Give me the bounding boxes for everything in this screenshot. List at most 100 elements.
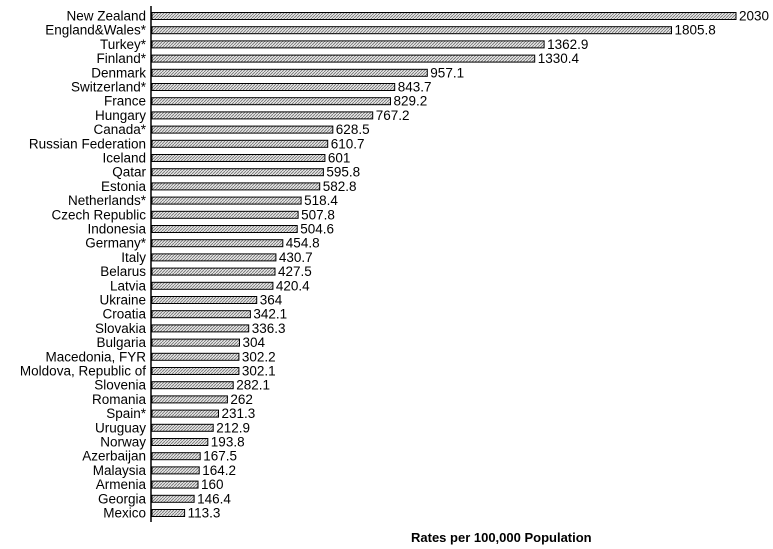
value-label-armenia: 160 [201, 477, 224, 492]
bar-netherlands [151, 196, 302, 205]
value-label-france: 829.2 [394, 94, 428, 109]
value-label-netherlands: 518.4 [304, 193, 338, 208]
category-label-germany: Germany* [85, 236, 147, 251]
category-label-macedonia-fyr: Macedonia, FYR [45, 349, 146, 364]
category-label-estonia: Estonia [101, 179, 147, 194]
bar-england-wales [151, 26, 672, 35]
bar-macedonia-fyr [151, 352, 240, 361]
value-label-estonia: 582.8 [323, 179, 357, 194]
category-label-france: France [104, 94, 146, 109]
x-axis-label: Rates per 100,000 Population [411, 530, 592, 545]
value-label-switzerland: 843.7 [398, 80, 432, 95]
bar-georgia [151, 494, 195, 503]
category-label-slovakia: Slovakia [95, 321, 147, 336]
category-label-czech-republic: Czech Republic [51, 207, 146, 222]
value-label-canada: 628.5 [336, 122, 370, 137]
bar-croatia [151, 310, 251, 319]
category-label-indonesia: Indonesia [87, 222, 146, 237]
bar-norway [151, 438, 209, 446]
bar-azerbaijan [151, 452, 201, 461]
category-label-belarus: Belarus [100, 264, 146, 279]
bar-denmark [151, 68, 428, 77]
value-label-moldova-republic-of: 302.1 [242, 364, 276, 379]
value-label-turkey: 1362.9 [547, 37, 588, 52]
value-label-czech-republic: 507.8 [301, 207, 335, 222]
bar-malaysia [151, 466, 200, 475]
bar-slovenia [151, 381, 234, 390]
category-label-england-wales: England&Wales* [45, 23, 147, 38]
category-label-slovenia: Slovenia [94, 378, 146, 393]
bar-czech-republic [151, 210, 299, 219]
category-label-armenia: Armenia [96, 477, 147, 492]
bar-armenia [151, 480, 199, 489]
category-label-norway: Norway [100, 435, 146, 450]
bar-spain [151, 409, 219, 418]
category-label-azerbaijan: Azerbaijan [82, 449, 146, 464]
bar-qatar [151, 168, 324, 177]
value-label-croatia: 342.1 [253, 307, 287, 322]
bar-slovakia [151, 324, 250, 333]
category-label-uruguay: Uruguay [95, 420, 146, 435]
category-label-bulgaria: Bulgaria [96, 335, 146, 350]
category-label-romania: Romania [92, 392, 147, 407]
value-label-hungary: 767.2 [376, 108, 410, 123]
bar-romania [151, 395, 228, 404]
value-label-ukraine: 364 [260, 293, 283, 308]
category-label-malaysia: Malaysia [93, 463, 147, 478]
category-label-qatar: Qatar [112, 165, 146, 180]
value-label-malaysia: 164.2 [202, 463, 236, 478]
category-label-mexico: Mexico [103, 506, 146, 521]
value-label-denmark: 957.1 [430, 65, 464, 80]
bar-switzerland [151, 83, 396, 91]
category-label-new-zealand: New Zealand [66, 9, 146, 24]
bar-uruguay [151, 423, 214, 432]
category-label-spain: Spain* [106, 406, 147, 421]
value-label-belarus: 427.5 [278, 264, 312, 279]
bar-ukraine [151, 296, 258, 304]
bar-indonesia [151, 225, 298, 233]
category-label-latvia: Latvia [110, 278, 147, 293]
category-label-moldova-republic-of: Moldova, Republic of [20, 364, 146, 379]
bar-new-zealand [151, 12, 737, 20]
value-label-georgia: 146.4 [197, 491, 231, 506]
value-label-england-wales: 1805.8 [675, 23, 716, 38]
value-label-bulgaria: 304 [243, 335, 266, 350]
value-label-qatar: 595.8 [326, 165, 360, 180]
category-label-finland: Finland* [96, 51, 146, 66]
bar-russian-federation [151, 139, 329, 148]
category-label-netherlands: Netherlands* [68, 193, 147, 208]
value-label-finland: 1330.4 [538, 51, 580, 66]
category-label-iceland: Iceland [102, 151, 146, 166]
bar-germany [151, 239, 284, 248]
value-label-indonesia: 504.6 [300, 222, 334, 237]
value-label-uruguay: 212.9 [216, 420, 250, 435]
value-label-russian-federation: 610.7 [331, 136, 365, 151]
bar-estonia [151, 182, 321, 191]
bar-turkey [151, 40, 545, 49]
category-label-italy: Italy [121, 250, 146, 265]
category-label-switzerland: Switzerland* [71, 80, 147, 95]
bar-latvia [151, 281, 274, 290]
value-label-iceland: 601 [328, 151, 351, 166]
value-label-norway: 193.8 [211, 435, 245, 450]
bar-canada [151, 125, 334, 134]
value-label-mexico: 113.3 [188, 506, 221, 521]
value-label-latvia: 420.4 [276, 278, 310, 293]
value-label-azerbaijan: 167.5 [203, 449, 237, 464]
category-label-turkey: Turkey* [100, 37, 147, 52]
value-label-spain: 231.3 [222, 406, 256, 421]
category-label-denmark: Denmark [91, 65, 146, 80]
value-label-italy: 430.7 [279, 250, 313, 265]
bar-belarus [151, 267, 276, 276]
bars-group [151, 12, 737, 517]
bar-moldova-republic-of [151, 367, 240, 375]
category-label-georgia: Georgia [98, 491, 147, 506]
category-label-hungary: Hungary [95, 108, 146, 123]
category-label-croatia: Croatia [102, 307, 146, 322]
bar-finland [151, 54, 536, 63]
bar-hungary [151, 111, 374, 120]
value-label-slovakia: 336.3 [252, 321, 286, 336]
value-label-slovenia: 282.1 [236, 378, 270, 393]
